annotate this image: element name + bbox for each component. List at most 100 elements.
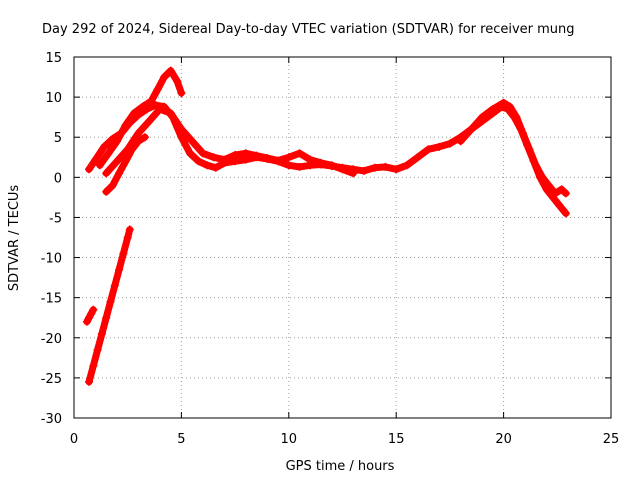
data-point [284,153,293,162]
x-tick-label: 15 [388,432,405,447]
data-point [551,189,560,198]
data-point [95,161,104,170]
data-point [531,161,540,170]
data-point [147,97,156,106]
data-point [85,377,94,386]
data-point [121,157,130,166]
data-point [561,209,570,218]
data-point [160,73,169,82]
data-point [211,163,220,172]
plot-frame [73,56,612,419]
data-point [102,169,111,178]
data-point [102,313,111,322]
data-point [274,156,283,165]
series-mid-track [102,105,358,178]
y-tick-label: 5 [54,131,62,146]
data-point [359,166,368,175]
data-point [89,305,98,314]
data-point [194,157,203,166]
y-tick-label: 0 [54,171,62,186]
y-tick-label: -15 [41,292,62,307]
data-point [145,117,154,126]
grid [74,57,611,418]
data-point [87,309,96,318]
data-point [112,137,121,146]
data-point [166,109,175,118]
x-tick-label: 25 [603,432,620,447]
data-point [506,102,515,111]
data-point [402,161,411,170]
data-point [151,101,160,110]
data-point [112,157,121,166]
y-tick-label: -20 [41,332,62,347]
series-lower-track [102,133,149,196]
data-point [338,165,347,174]
data-point [295,149,304,158]
data-point [203,161,212,170]
data-point [220,155,229,164]
data-point [478,113,487,122]
data-point [166,66,175,75]
data-point [82,317,91,326]
data-point [512,113,521,122]
y-tick-label: -30 [41,412,62,427]
x-tick-label: 10 [281,432,298,447]
series-night-track [456,98,570,198]
data-point [85,313,94,322]
data-point [317,158,326,167]
y-tick-label: 15 [45,51,62,66]
data-point [153,85,162,94]
data-point [177,125,186,134]
data-point [488,105,497,114]
data-series [82,66,570,386]
series-line [83,306,97,326]
data-point [185,149,194,158]
data-point [327,161,336,170]
data-point [155,105,164,114]
data-point [104,149,113,158]
data-point [561,189,570,198]
data-point [115,169,124,178]
axis-ticks: 0 5 10 15 20 25 -30 -25 -20 -15 -10 -5 0 5 10 15 [41,51,620,447]
data-point [295,162,304,171]
data-point [241,149,250,158]
data-point [138,102,147,111]
data-point [110,281,119,290]
data-point [518,129,527,138]
x-axis-title: GPS time / hours [286,459,395,474]
data-point [381,162,390,171]
data-point [306,155,315,164]
data-point [538,173,547,182]
data-point [140,133,149,142]
data-point [97,329,106,338]
data-point [370,163,379,172]
data-point [544,181,553,190]
data-point [198,149,207,158]
data-point [467,125,476,134]
data-point [231,150,240,159]
y-tick-label: -10 [41,252,62,267]
x-tick-label: 0 [70,432,78,447]
data-point [91,155,100,164]
data-point [125,225,134,234]
x-tick-label: 5 [177,432,185,447]
data-point [435,142,444,151]
data-point [85,165,94,174]
y-axis-title: SDTVAR / TECUs [7,185,22,292]
data-point [119,249,128,258]
data-point [263,154,272,163]
data-point [209,153,218,162]
data-point [121,121,130,130]
data-point [445,139,454,148]
data-point [284,161,293,170]
data-point [392,165,401,174]
data-point [555,201,564,210]
data-point [177,89,186,98]
data-point [173,77,182,86]
data-point [102,187,111,196]
data-point [100,142,109,151]
data-point [115,265,124,274]
data-point [108,181,117,190]
y-tick-label: -5 [49,211,62,226]
